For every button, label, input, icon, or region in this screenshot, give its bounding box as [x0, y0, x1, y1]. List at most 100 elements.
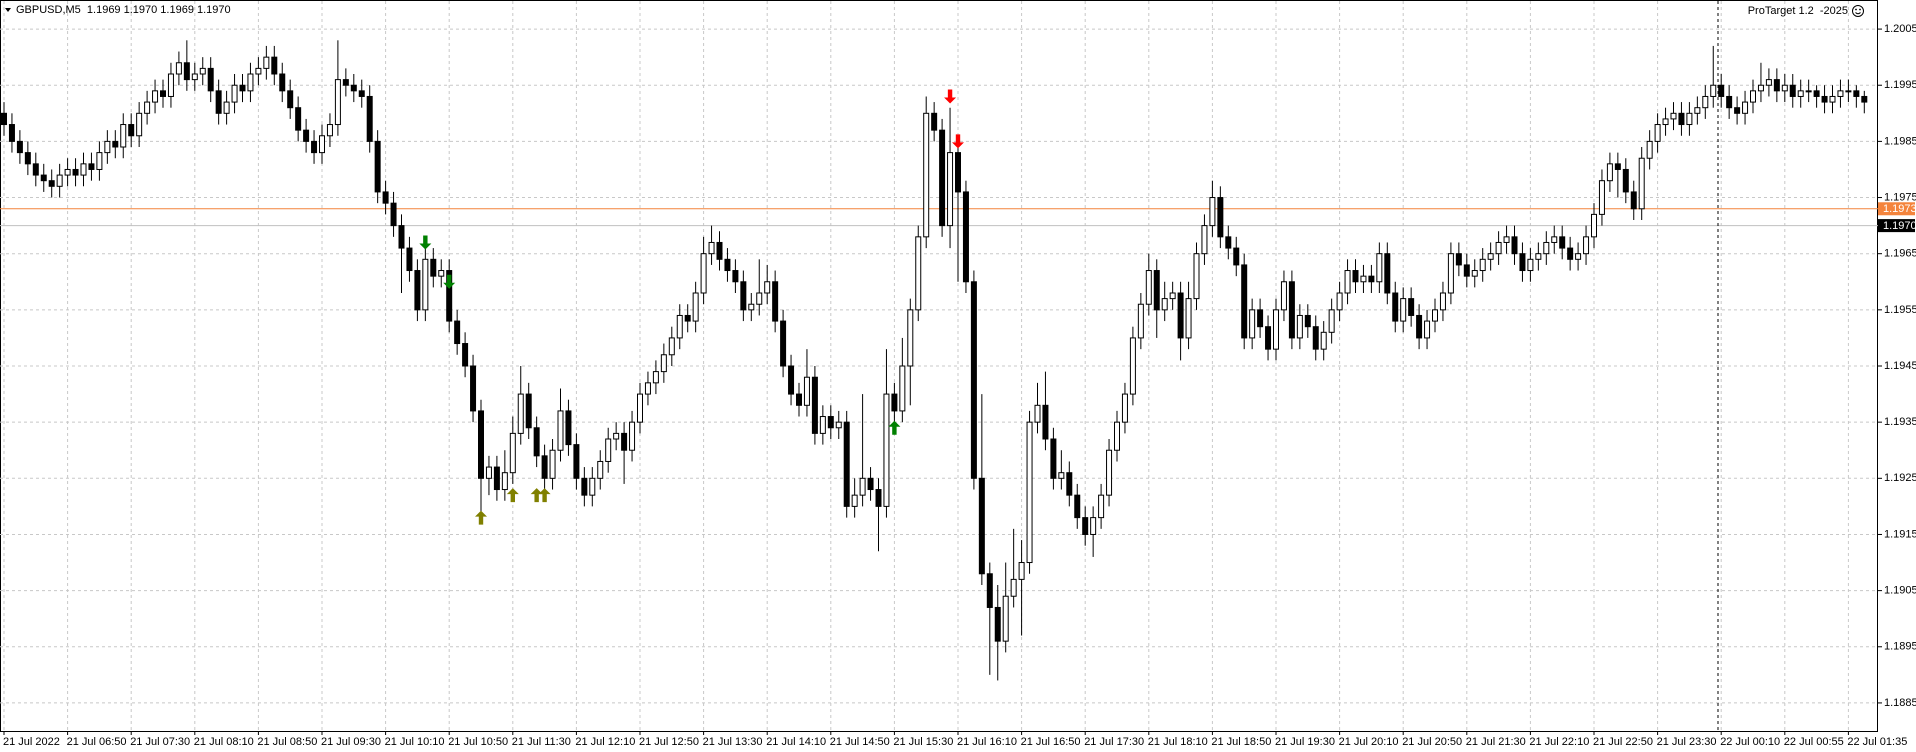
candle-body: [358, 90, 365, 97]
y-tick-label: 1.1925: [1884, 472, 1916, 484]
candle-body: [1789, 84, 1796, 97]
candle-body: [1694, 107, 1701, 114]
candle-body: [40, 174, 47, 182]
candle-body: [422, 258, 429, 311]
candle-body: [1002, 595, 1009, 642]
candle-body: [128, 124, 135, 137]
candle-body: [1010, 578, 1017, 597]
candle-body: [613, 432, 620, 440]
candle-body: [652, 371, 659, 384]
candle-body: [668, 337, 675, 356]
signal-arrow: [475, 510, 487, 525]
candle-body: [1265, 326, 1272, 350]
candle-body: [1742, 101, 1749, 114]
x-tick-label: 21 Jul 10:50: [448, 736, 508, 748]
candle-body: [1296, 314, 1303, 339]
candle-body: [295, 107, 302, 131]
x-tick-label: 21 Jul 16:50: [1021, 736, 1081, 748]
x-tick-label: 21 Jul 08:10: [194, 736, 254, 748]
candle-body: [1503, 236, 1510, 243]
candle-body: [986, 573, 993, 608]
candle-body: [1821, 95, 1828, 103]
signal-arrow: [419, 235, 432, 250]
x-tick-label: 21 Jul 11:30: [512, 736, 571, 748]
y-tick-label: 1.1915: [1884, 528, 1916, 540]
y-tick-label: 1.1965: [1884, 248, 1916, 260]
smiley-icon: [1852, 5, 1864, 17]
candle-body: [1066, 472, 1073, 496]
candle-body: [398, 225, 405, 249]
candle-body: [1781, 84, 1788, 92]
candle-body: [811, 376, 818, 434]
candle-body: [24, 152, 31, 165]
candle-body: [470, 365, 477, 412]
candle-body: [1050, 438, 1057, 479]
candle-body: [923, 112, 930, 238]
candle-body: [1201, 225, 1208, 255]
x-tick-label: 21 Jul 2022: [3, 736, 60, 748]
candle-body: [1447, 253, 1454, 294]
candle-body: [1535, 253, 1542, 260]
chart-header: GBPUSD,M5 1.1969 1.1970 1.1969 1.1970: [16, 4, 231, 16]
candle-body: [644, 382, 651, 395]
x-tick-label: 21 Jul 21:30: [1466, 736, 1526, 748]
candle-body: [1336, 292, 1343, 311]
candle-body: [1471, 270, 1478, 277]
x-tick-label: 21 Jul 14:50: [830, 736, 890, 748]
candle-body: [565, 410, 572, 446]
candle-body: [350, 84, 357, 92]
candle-body: [454, 320, 461, 345]
x-tick-label: 21 Jul 12:50: [639, 736, 699, 748]
candle-body: [947, 152, 954, 227]
candle-body: [80, 163, 87, 176]
candle-body: [1551, 236, 1558, 243]
candle-body: [326, 124, 333, 137]
x-tick-label: 21 Jul 06:50: [67, 736, 127, 748]
candle-body: [867, 477, 874, 491]
candle-body: [1106, 449, 1113, 496]
candle-body: [1217, 197, 1224, 238]
candle-body: [56, 174, 63, 187]
candle-body: [319, 135, 325, 154]
signals: [419, 89, 964, 525]
candle-body: [1137, 303, 1144, 339]
candle-body: [629, 421, 636, 451]
candle-body: [1654, 124, 1661, 142]
x-tick-label: 22 Jul 00:10: [1720, 736, 1780, 748]
x-tick-label: 21 Jul 12:10: [575, 736, 635, 748]
axes: 1.2005 1.1995 1.1985 1.1975 1.1965 1.1955 1.19…: [3, 23, 1916, 748]
candle-body: [175, 62, 182, 75]
menu-triangle[interactable]: [5, 8, 11, 12]
candle-body: [1280, 281, 1287, 311]
candle-body: [1622, 168, 1629, 193]
y-tick-label: 1.1885: [1884, 697, 1916, 709]
x-tick-label: 21 Jul 19:30: [1275, 736, 1335, 748]
candle-body: [1177, 292, 1184, 339]
candle-body: [891, 393, 898, 412]
candle-body: [1463, 264, 1470, 277]
candle-body: [215, 90, 222, 114]
candle-body: [780, 320, 787, 367]
grid: [0, 1, 1878, 731]
signal-arrow: [888, 420, 901, 435]
candle-body: [1257, 309, 1264, 328]
candle-body: [1344, 270, 1351, 294]
candle-body: [1169, 292, 1176, 300]
candle-body: [501, 472, 508, 491]
candle-body: [104, 140, 111, 154]
x-tick-label: 21 Jul 17:30: [1084, 736, 1144, 748]
signal-arrow: [944, 89, 957, 104]
candle-body: [1575, 253, 1582, 260]
candle-body: [303, 129, 310, 142]
signal-arrow: [538, 488, 551, 503]
y-tick-label: 1.1985: [1884, 135, 1916, 147]
candle-body: [207, 67, 214, 92]
candle-body: [716, 241, 723, 260]
candle-body: [1121, 393, 1128, 423]
candle-body: [541, 455, 548, 479]
candle-body: [1320, 331, 1327, 350]
candle-body: [1765, 79, 1772, 86]
candle-body: [1678, 112, 1685, 126]
candle-body: [1583, 236, 1590, 255]
candle-body: [1233, 247, 1240, 266]
